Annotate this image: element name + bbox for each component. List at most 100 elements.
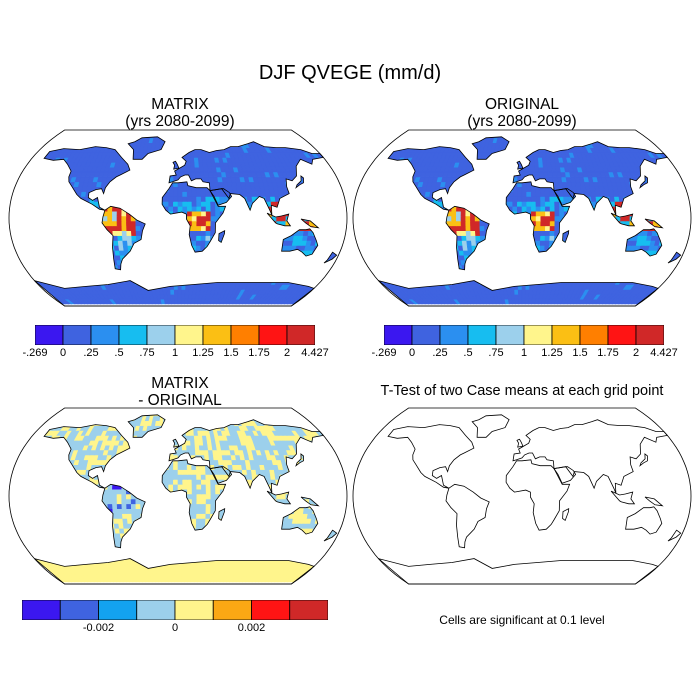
grid-cell — [496, 161, 502, 168]
grid-cell — [476, 176, 483, 183]
grid-cell — [102, 230, 109, 236]
grid-cell — [616, 259, 624, 266]
grid-cell — [662, 220, 668, 227]
grid-cell — [137, 254, 144, 261]
grid-cell — [476, 274, 483, 280]
grid-cell — [88, 210, 94, 217]
grid-cell — [122, 147, 130, 153]
grid-cell — [453, 269, 461, 275]
grid-cell — [289, 181, 297, 188]
grid-cell — [200, 245, 206, 251]
grid-cell — [332, 240, 337, 246]
grid-cell — [432, 254, 439, 261]
grid-cell — [507, 220, 513, 227]
grid-cell — [609, 274, 618, 280]
grid-cell — [180, 136, 186, 139]
map-matrix — [8, 129, 348, 307]
grid-cell — [242, 259, 249, 266]
grid-cell — [447, 235, 454, 241]
grid-cell — [25, 236, 31, 241]
grid-cell — [9, 221, 14, 226]
grid-cell — [686, 216, 691, 221]
grid-cell — [114, 269, 121, 275]
grid-cell — [26, 192, 32, 197]
grid-cell — [168, 201, 174, 207]
grid-cell — [214, 269, 221, 275]
grid-cell — [336, 206, 337, 212]
grid-cell — [536, 142, 542, 148]
grid-cell — [525, 264, 531, 271]
grid-cell — [239, 137, 248, 143]
grid-cell — [610, 215, 617, 222]
grid-cell — [173, 206, 179, 212]
grid-cell — [61, 196, 68, 202]
grid-cell — [142, 129, 147, 133]
grid-cell — [276, 210, 282, 217]
grid-cell — [182, 191, 188, 197]
grid-cell — [206, 142, 213, 148]
grid-cell — [612, 269, 620, 275]
grid-cell — [203, 129, 208, 133]
grid-cell — [34, 210, 38, 217]
grid-cell — [69, 206, 76, 212]
grid-cell — [65, 201, 72, 207]
grid-cell — [378, 264, 384, 271]
grid-cell — [451, 201, 458, 207]
grid-cell — [87, 264, 94, 271]
grid-cell — [168, 259, 175, 266]
grid-cell — [566, 250, 573, 256]
grid-cell — [503, 235, 509, 241]
grid-cell — [485, 279, 492, 285]
grid-cell — [467, 176, 474, 183]
grid-cell — [102, 215, 108, 222]
grid-cell — [468, 274, 475, 280]
grid-cells — [9, 129, 337, 305]
grid-cell — [363, 226, 368, 231]
grid-cell — [449, 142, 458, 148]
grid-cell — [493, 230, 500, 236]
grid-cell — [140, 191, 147, 197]
grid-cell — [472, 176, 479, 183]
grid-cell — [549, 225, 556, 231]
grid-cell — [480, 245, 487, 251]
grid-cell — [101, 136, 110, 139]
grid-cell — [573, 274, 581, 280]
grid-cell — [223, 269, 230, 275]
grid-cell — [214, 225, 221, 231]
grid-cell — [675, 225, 681, 231]
grid-cell — [255, 259, 262, 266]
grid-cell — [141, 176, 148, 183]
grid-cell — [573, 220, 579, 227]
grid-cell — [592, 250, 600, 256]
grid-cell — [252, 136, 262, 139]
grid-cell — [34, 181, 36, 188]
grid-cell — [501, 279, 507, 285]
grid-cell — [195, 181, 201, 188]
grid-cell — [135, 206, 141, 212]
grid-cell — [218, 191, 225, 197]
grid-cell — [326, 186, 335, 192]
panel-title-line2: (yrs 2080-2099) — [467, 113, 577, 130]
grid-cell — [126, 269, 133, 275]
grid-cell — [275, 142, 285, 148]
grid-cell — [51, 250, 59, 256]
grid-cell — [575, 245, 582, 251]
grid-cell — [252, 210, 259, 217]
grid-cell — [517, 259, 523, 266]
grid-cell — [149, 240, 156, 246]
grid-cell — [378, 191, 386, 197]
grid-cell — [200, 196, 207, 202]
grid-cell — [633, 274, 643, 280]
grid-cell — [496, 274, 503, 280]
grid-cell — [530, 259, 536, 266]
grid-cell — [274, 235, 281, 241]
grid-cell — [134, 166, 141, 173]
grid-cell — [242, 129, 250, 133]
grid-cell — [418, 215, 424, 222]
grid-cell — [75, 235, 82, 241]
grid-cell — [119, 274, 127, 280]
grid-cell — [55, 220, 62, 227]
grid-cell — [437, 215, 443, 222]
grid-cell — [393, 274, 403, 280]
grid-cell — [599, 240, 606, 246]
